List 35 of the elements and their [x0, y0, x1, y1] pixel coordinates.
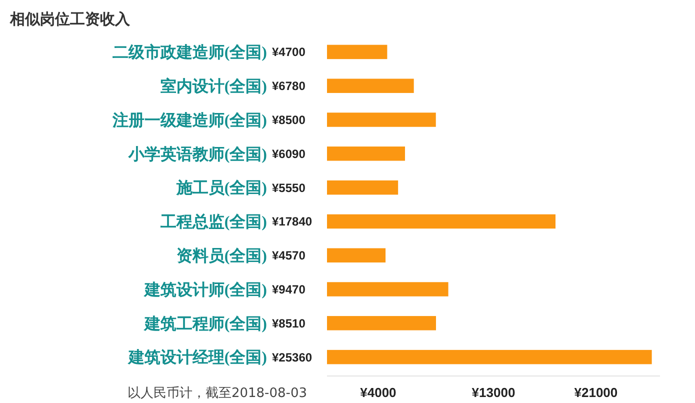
y-tick-label: 室内设计(全国) — [160, 76, 267, 96]
bar — [327, 350, 652, 364]
y-tick-label: 二级市政建造师(全国) — [112, 44, 267, 62]
bar — [327, 180, 398, 195]
y-tick-label: 建筑设计师(全国) — [142, 280, 267, 299]
data-label: ¥8500 — [272, 112, 306, 127]
data-label: ¥9470 — [272, 282, 306, 296]
data-label: ¥4700 — [272, 45, 306, 60]
y-tick-label: 注册一级建造师(全国) — [111, 111, 267, 130]
y-tick-label: 小学英语教师(全国) — [127, 145, 267, 164]
y-tick-label: 建筑设计经理(全国) — [126, 348, 267, 367]
data-label: ¥4570 — [272, 248, 306, 263]
bar — [327, 248, 386, 262]
text: 相似岗位工资收入 — [9, 11, 131, 28]
y-tick-label: 施工员(全国) — [175, 179, 267, 198]
data-label: ¥6780 — [272, 79, 306, 94]
data-label: ¥8510 — [272, 316, 306, 330]
y-tick-label: 工程总监(全国) — [159, 213, 267, 232]
y-tick-label: 建筑工程师(全国) — [142, 314, 267, 333]
x-tick-label: ¥4000 — [360, 385, 396, 400]
bar — [327, 44, 388, 60]
data-label: ¥25360 — [272, 350, 312, 364]
y-tick-label: 资料员(全国) — [176, 246, 267, 265]
bar — [327, 316, 436, 330]
data-label: ¥5550 — [272, 180, 306, 195]
bar — [327, 282, 448, 296]
x-tick-label: ¥13000 — [472, 385, 516, 400]
x-tick-label: ¥21000 — [574, 385, 618, 400]
text: 以人民币计，截至2018-08-03 — [127, 386, 307, 401]
bar — [327, 78, 414, 93]
bar — [327, 112, 436, 127]
data-label: ¥17840 — [272, 214, 312, 229]
bar — [327, 146, 405, 161]
data-label: ¥6090 — [272, 146, 306, 161]
bar — [327, 214, 556, 229]
